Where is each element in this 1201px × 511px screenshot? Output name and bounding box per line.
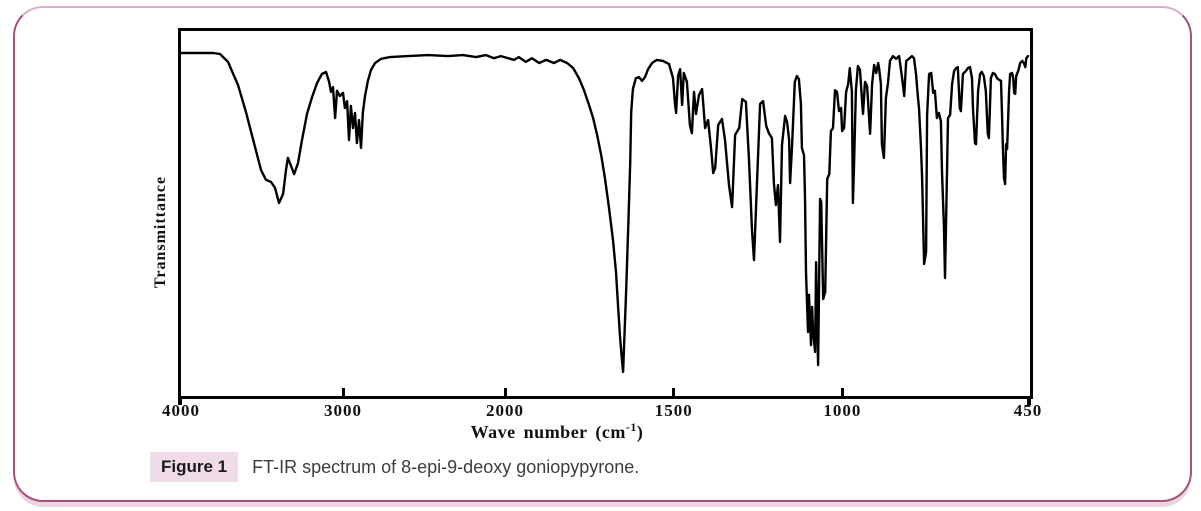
- x-axis-label-text: Wave number (cm: [470, 422, 626, 442]
- x-tick-label: 3000: [324, 401, 362, 420]
- y-axis-label: Transmittance: [152, 175, 169, 289]
- x-tick-label: 1000: [823, 401, 862, 420]
- x-tick-mark: [672, 388, 676, 396]
- figure-caption-text: FT-IR spectrum of 8-epi-9-deoxy goniopyp…: [252, 456, 640, 477]
- figure-caption: Figure 1 FT-IR spectrum of 8-epi-9-deoxy…: [150, 452, 640, 483]
- x-axis-edge-tick: [178, 397, 182, 405]
- x-tick-mark: [341, 388, 345, 396]
- x-tick-label: 450: [1013, 401, 1043, 420]
- x-axis-label-close: ): [636, 422, 644, 442]
- ftir-spectrum-curve: [181, 51, 1030, 374]
- x-tick-mark: [840, 388, 844, 396]
- x-axis-edge-tick: [1027, 397, 1031, 405]
- x-tick-label: 2000: [486, 401, 524, 420]
- x-axis-label: Wave number (cm-1): [471, 420, 644, 443]
- x-tick-label: 1500: [654, 401, 693, 420]
- x-tick-mark: [503, 388, 507, 396]
- plot-area: [178, 28, 1033, 399]
- figure-label-badge: Figure 1: [150, 452, 239, 483]
- x-tick-label: 4000: [162, 401, 200, 420]
- x-axis-label-superscript: -1: [625, 420, 637, 434]
